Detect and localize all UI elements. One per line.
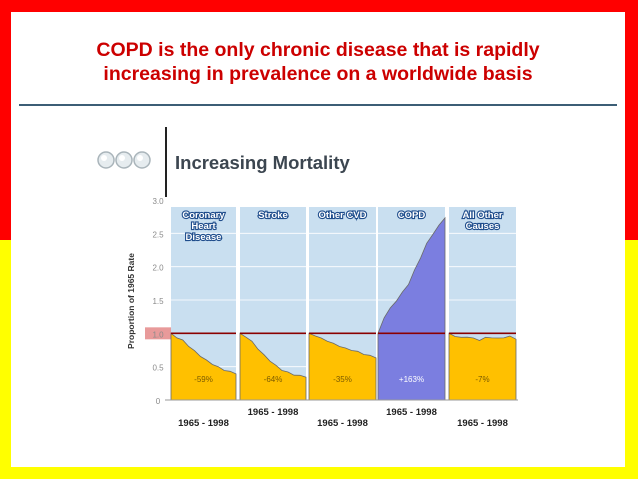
- panel-header-label: All Other Causes: [462, 210, 502, 232]
- panel-4: COPD +163% 1965 - 1998: [377, 207, 446, 418]
- panel-change-label: -35%: [333, 375, 352, 384]
- y-tick-label: 1.5: [152, 297, 164, 306]
- panel-header-label: Stroke: [258, 210, 288, 221]
- three-circles-logo-icon: [97, 151, 151, 169]
- y-tick-label: 0: [156, 397, 161, 406]
- panel-period-label: 1965 - 1998: [457, 418, 508, 429]
- tick-highlight-1-0: [145, 327, 171, 340]
- panel-period-label: 1965 - 1998: [178, 418, 229, 429]
- y-tick-label: 3.0: [152, 197, 164, 206]
- panel-period-label: 1965 - 1998: [248, 407, 299, 418]
- y-axis-label: Proportion of 1965 Rate: [126, 253, 136, 349]
- series-area-4: [377, 216, 446, 401]
- logo-circle-highlight: [119, 155, 125, 161]
- headline-line-1: COPD is the only chronic disease that is…: [96, 39, 540, 61]
- panel-change-label: -59%: [194, 375, 213, 384]
- headline-line-2: increasing in prevalence on a worldwide …: [103, 63, 533, 85]
- slide-headline: COPD is the only chronic disease that is…: [11, 38, 625, 86]
- panel-change-label: -64%: [264, 375, 283, 384]
- chart-title: Increasing Mortality: [175, 152, 350, 173]
- series-area-5: [448, 332, 517, 401]
- panel-2: Stroke -64% 1965 - 1998: [239, 207, 307, 418]
- y-tick-label: 1.0: [152, 330, 164, 339]
- panel-header-label: Coronary Heart Disease: [182, 210, 225, 243]
- panel-5: All Other Causes -7% 1965 - 1998: [448, 207, 517, 429]
- title-divider-bar: [165, 127, 167, 197]
- panel-1: Coronary Heart Disease -59% 1965 - 1998: [170, 207, 237, 429]
- panel-period-label: 1965 - 1998: [386, 407, 437, 418]
- panel-header-label: COPD: [398, 210, 426, 221]
- y-tick-label: 0.5: [152, 364, 164, 373]
- y-tick-label: 2.5: [152, 230, 164, 239]
- series-area-2: [239, 332, 307, 401]
- panel-3: Other CVD -35% 1965 - 1998: [308, 207, 377, 429]
- panel-change-label: -7%: [475, 375, 489, 384]
- headline-divider: [19, 104, 617, 106]
- series-area-1: [170, 332, 237, 401]
- y-tick-label: 2.0: [152, 264, 164, 273]
- series-area-3: [308, 332, 377, 401]
- logo-circle-highlight: [101, 155, 107, 161]
- panel-change-label: +163%: [399, 375, 424, 384]
- panel-period-label: 1965 - 1998: [317, 418, 368, 429]
- logo-circle-highlight: [137, 155, 143, 161]
- panel-header-label: Other CVD: [318, 210, 366, 221]
